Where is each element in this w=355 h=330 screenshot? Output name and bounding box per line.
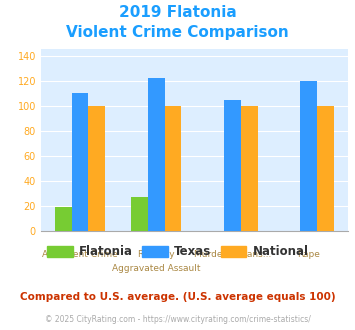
Text: Compared to U.S. average. (U.S. average equals 100): Compared to U.S. average. (U.S. average … (20, 292, 335, 302)
Bar (241, 106, 258, 231)
Bar (88, 106, 105, 231)
Bar (165, 106, 181, 231)
Bar (300, 81, 317, 231)
Bar (224, 100, 241, 231)
Bar (72, 93, 88, 231)
Text: Aggravated Assault: Aggravated Assault (112, 264, 201, 273)
Text: Rape: Rape (297, 250, 320, 259)
Text: Murder & Mans...: Murder & Mans... (194, 250, 271, 259)
Bar (148, 78, 165, 231)
Bar (55, 207, 72, 231)
Text: 2019 Flatonia: 2019 Flatonia (119, 5, 236, 20)
Text: © 2025 CityRating.com - https://www.cityrating.com/crime-statistics/: © 2025 CityRating.com - https://www.city… (45, 315, 310, 324)
Text: Robbery: Robbery (137, 250, 175, 259)
Text: Violent Crime Comparison: Violent Crime Comparison (66, 25, 289, 40)
Bar (317, 106, 334, 231)
Text: All Violent Crime: All Violent Crime (42, 250, 118, 259)
Bar (131, 197, 148, 231)
Legend: Flatonia, Texas, National: Flatonia, Texas, National (42, 241, 313, 263)
